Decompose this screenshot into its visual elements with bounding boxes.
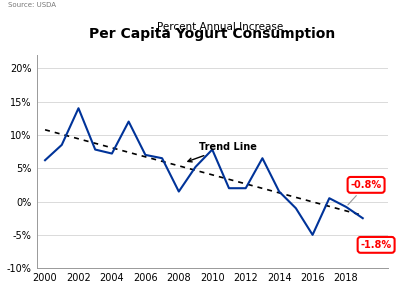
Text: Trend Line: Trend Line: [188, 142, 257, 162]
Text: Percent Annual Increase: Percent Annual Increase: [157, 22, 283, 32]
Text: Source: USDA: Source: USDA: [8, 2, 56, 8]
Text: -0.8%: -0.8%: [348, 180, 382, 205]
Title: Per Capita Yogurt Consumption: Per Capita Yogurt Consumption: [89, 27, 335, 41]
Text: -1.8%: -1.8%: [360, 240, 392, 250]
